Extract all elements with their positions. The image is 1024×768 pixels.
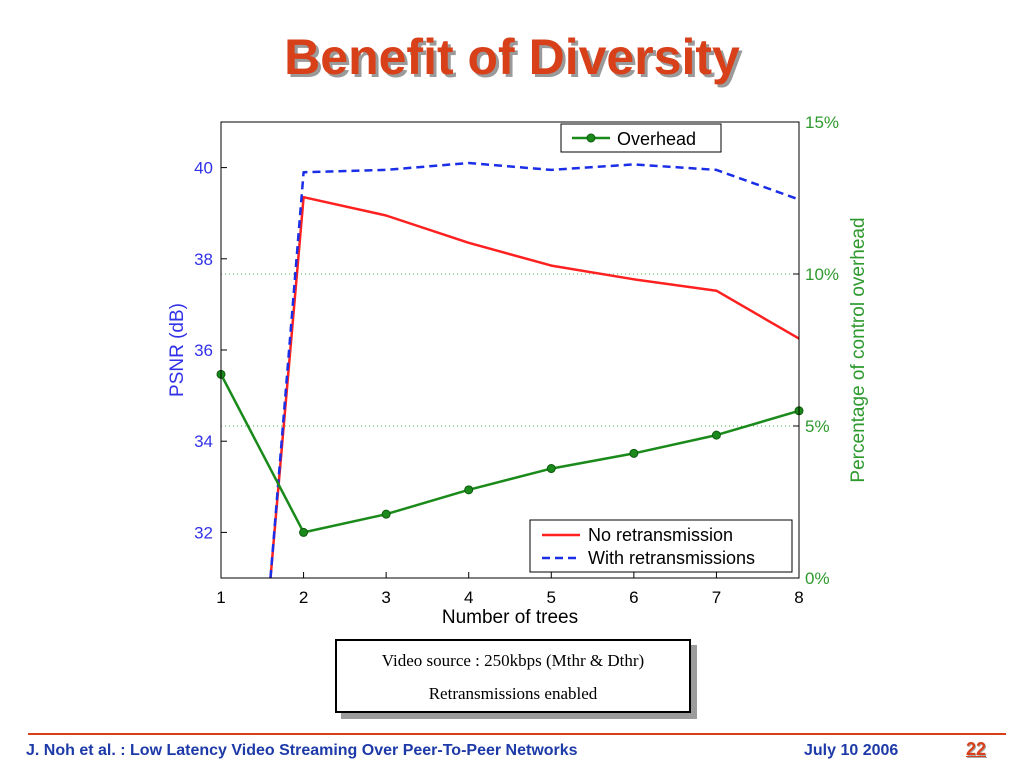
grid-layer <box>221 273 799 427</box>
right-tick-label: 10% <box>805 265 839 284</box>
right-tick-label: 5% <box>805 417 830 436</box>
slide-title: Benefit of Diversity <box>284 29 740 85</box>
legend-psnr-box <box>529 519 793 573</box>
right-tick-label: 0% <box>805 569 830 588</box>
left-tick-label: 38 <box>194 250 213 269</box>
overhead-point <box>299 527 309 537</box>
left-tick-label: 40 <box>194 159 213 178</box>
left-axis-ticks: 32 34 36 38 40 <box>194 159 227 542</box>
overhead-point <box>464 485 474 495</box>
overhead-point <box>629 448 639 458</box>
x-tick-label: 3 <box>381 588 390 607</box>
caption-line-video-source: Video source : 250kbps (Mthr & Dthr) <box>381 651 645 670</box>
left-axis-label: PSNR (dB) <box>167 303 188 397</box>
x-tick-label: 8 <box>794 588 803 607</box>
caption-box: Video source : 250kbps (Mthr & Dthr) Ret… <box>335 639 691 713</box>
legend-no-retransmission-label: No retransmission <box>588 525 733 545</box>
left-tick-label: 34 <box>194 432 213 451</box>
left-tick-label: 36 <box>194 341 213 360</box>
footer-date: July 10 2006 <box>804 742 899 759</box>
legend-overhead-label: Overhead <box>617 129 696 149</box>
legend-psnr: No retransmission With retransmissions <box>529 519 793 573</box>
series-line-0 <box>269 195 800 579</box>
legend-with-retransmissions-label: With retransmissions <box>588 548 755 568</box>
series-layer <box>216 161 804 579</box>
series-line-2 <box>219 373 800 534</box>
caption-line-retransmissions: Retransmissions enabled <box>428 684 598 703</box>
footer-citation: J. Noh et al. : Low Latency Video Stream… <box>26 742 578 759</box>
x-tick-label: 1 <box>216 588 225 607</box>
x-axis-label: Number of trees <box>442 607 578 628</box>
right-axis-ticks: 0% 5% 10% 15% <box>793 113 839 588</box>
legend-overhead: Overhead <box>560 123 722 153</box>
right-axis-label: Percentage of control overhead <box>848 217 869 482</box>
x-tick-label: 2 <box>299 588 308 607</box>
overhead-point <box>546 464 556 474</box>
plot-frame <box>220 121 800 579</box>
x-tick-label: 4 <box>464 588 473 607</box>
x-tick-label: 5 <box>547 588 556 607</box>
footer-rule <box>28 733 1006 735</box>
overhead-point <box>711 430 721 440</box>
x-axis-ticks: 1 2 3 4 5 6 7 8 <box>216 572 804 607</box>
legend-overhead-marker <box>586 133 596 143</box>
x-tick-label: 6 <box>629 588 638 607</box>
left-tick-label: 32 <box>194 523 213 542</box>
overhead-point <box>381 509 391 519</box>
page-number: 22 <box>966 739 987 759</box>
x-tick-label: 7 <box>712 588 721 607</box>
series-line-1 <box>269 161 800 579</box>
right-tick-label: 15% <box>805 113 839 132</box>
